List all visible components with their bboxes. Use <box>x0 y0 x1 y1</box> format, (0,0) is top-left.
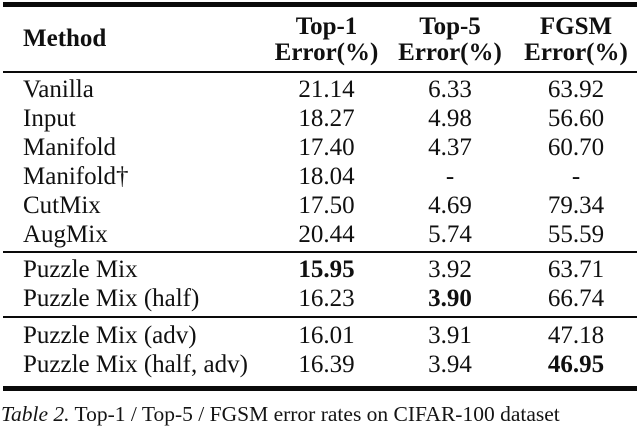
method-cell: Puzzle Mix (adv) <box>23 321 197 349</box>
header-fgsm-line1: FGSM <box>539 13 613 40</box>
group-divider-rule <box>3 251 637 253</box>
fgsm-cell: - <box>571 162 581 190</box>
table-row: AugMix 20.44 5.74 55.59 <box>3 220 637 249</box>
fgsm-cell: 79.34 <box>547 191 605 219</box>
top1-cell: 18.04 <box>298 162 355 190</box>
caption-label: Table 2. <box>1 402 70 426</box>
header-top5-line2: Error(%) <box>398 39 502 66</box>
top5-cell: 3.91 <box>428 321 472 349</box>
header-top1-line1: Top-1 <box>295 13 358 40</box>
header-method: Method <box>23 25 107 52</box>
table-group-puzzlemix: Puzzle Mix 15.95 3.92 63.71 Puzzle Mix (… <box>3 253 637 316</box>
table-row: Vanilla 21.14 6.33 63.92 <box>3 75 637 104</box>
top5-cell: 4.37 <box>428 133 472 161</box>
group-divider-rule <box>3 316 637 318</box>
table-caption: Table 2. Top-1 / Top-5 / FGSM error rate… <box>1 401 640 427</box>
method-cell: Puzzle Mix (half, adv) <box>23 350 248 378</box>
header-top1-line2: Error(%) <box>274 39 379 66</box>
method-cell: Manifold† <box>23 162 129 190</box>
top1-cell: 16.39 <box>298 350 355 378</box>
fgsm-cell: 63.92 <box>547 75 605 103</box>
fgsm-cell: 47.18 <box>547 321 605 349</box>
table-row: Manifold† 18.04 - - <box>3 162 637 191</box>
fgsm-cell: 46.95 <box>547 350 605 378</box>
top1-cell: 16.23 <box>298 284 355 312</box>
top5-cell: 4.69 <box>428 191 472 219</box>
top1-cell: 18.27 <box>298 104 355 132</box>
fgsm-cell: 56.60 <box>547 104 605 132</box>
fgsm-cell: 66.74 <box>547 284 605 312</box>
method-cell: Input <box>23 104 76 132</box>
table-row: CutMix 17.50 4.69 79.34 <box>3 191 637 220</box>
results-table: Method Top-1 Error(%) Top-5 Error(%) FGS… <box>3 2 637 391</box>
table-group-puzzlemix-adv: Puzzle Mix (adv) 16.01 3.91 47.18 Puzzle… <box>3 318 637 386</box>
top1-cell: 17.50 <box>298 191 355 219</box>
top5-cell: 3.92 <box>428 255 472 283</box>
header-divider-rule <box>3 71 637 73</box>
caption-text: Top-1 / Top-5 / FGSM error rates on CIFA… <box>74 402 560 426</box>
table-row: Input 18.27 4.98 56.60 <box>3 104 637 133</box>
header-fgsm-error: FGSM Error(%) <box>515 12 637 66</box>
top5-cell: 3.90 <box>428 284 472 312</box>
top5-cell: - <box>445 162 455 190</box>
fgsm-cell: 55.59 <box>547 220 605 248</box>
top1-cell: 15.95 <box>298 255 355 283</box>
table-row: Manifold 17.40 4.37 60.70 <box>3 133 637 162</box>
table-row: Puzzle Mix (half) 16.23 3.90 66.74 <box>3 284 637 313</box>
fgsm-cell: 60.70 <box>547 133 605 161</box>
top5-cell: 6.33 <box>428 75 472 103</box>
table-row: Puzzle Mix (adv) 16.01 3.91 47.18 <box>3 321 637 350</box>
method-cell: AugMix <box>23 220 108 248</box>
table-bottom-rule <box>3 386 637 391</box>
method-cell: Puzzle Mix <box>23 255 138 283</box>
table-row: Puzzle Mix 15.95 3.92 63.71 <box>3 255 637 284</box>
top5-cell: 3.94 <box>428 350 472 378</box>
top1-cell: 21.14 <box>298 75 355 103</box>
top5-cell: 5.74 <box>428 220 472 248</box>
table-row: Puzzle Mix (half, adv) 16.39 3.94 46.95 <box>3 350 637 379</box>
top1-cell: 17.40 <box>298 133 355 161</box>
header-top5-line1: Top-5 <box>419 13 481 40</box>
fgsm-cell: 63.71 <box>547 255 605 283</box>
method-cell: Vanilla <box>23 75 94 103</box>
top1-cell: 16.01 <box>298 321 355 349</box>
method-cell: CutMix <box>23 191 101 219</box>
header-fgsm-line2: Error(%) <box>524 39 628 66</box>
top5-cell: 4.98 <box>428 104 472 132</box>
header-top1-error: Top-1 Error(%) <box>268 12 385 66</box>
header-top5-error: Top-5 Error(%) <box>385 12 515 66</box>
table-group-baselines: Vanilla 21.14 6.33 63.92 Input 18.27 4.9… <box>3 73 637 251</box>
table-top-rule <box>3 2 637 7</box>
method-cell: Puzzle Mix (half) <box>23 284 200 312</box>
top1-cell: 20.44 <box>298 220 355 248</box>
table-header-row: Method Top-1 Error(%) Top-5 Error(%) FGS… <box>3 7 637 71</box>
method-cell: Manifold <box>23 133 117 161</box>
